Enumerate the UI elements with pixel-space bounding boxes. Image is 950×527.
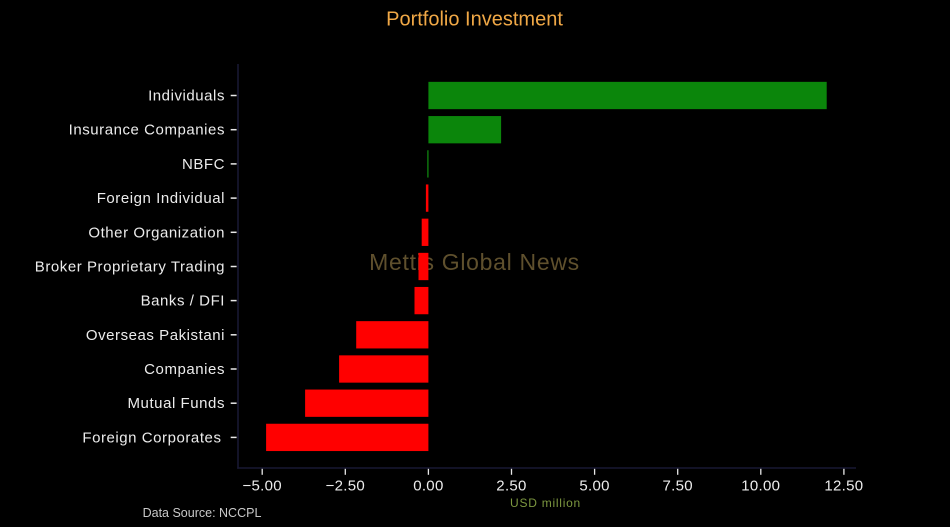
svg-text:10.00: 10.00	[741, 478, 780, 495]
svg-text:Other Organization: Other Organization	[88, 224, 225, 241]
svg-text:Overseas Pakistani: Overseas Pakistani	[86, 327, 225, 344]
svg-text:7.50: 7.50	[662, 478, 692, 495]
svg-text:Foreign Corporates: Foreign Corporates	[82, 429, 221, 446]
svg-text:Insurance Companies: Insurance Companies	[69, 122, 225, 139]
svg-text:2.50: 2.50	[496, 478, 526, 495]
svg-text:Banks / DFI: Banks / DFI	[141, 293, 225, 310]
svg-text:0.00: 0.00	[413, 478, 443, 495]
svg-text:Data Source: NCCPL: Data Source: NCCPL	[143, 506, 262, 520]
svg-text:Mettis Global News: Mettis Global News	[369, 249, 580, 275]
svg-text:Portfolio Investment: Portfolio Investment	[386, 9, 563, 31]
svg-text:Broker Proprietary Trading: Broker Proprietary Trading	[35, 259, 225, 276]
svg-text:Companies: Companies	[144, 361, 225, 378]
svg-text:NBFC: NBFC	[182, 156, 225, 173]
svg-text:Mutual Funds: Mutual Funds	[128, 395, 225, 412]
svg-text:−5.00: −5.00	[242, 478, 281, 495]
svg-text:Individuals: Individuals	[148, 88, 225, 105]
svg-text:USD million: USD million	[510, 496, 581, 510]
svg-text:Foreign Individual: Foreign Individual	[97, 190, 225, 207]
svg-text:−2.50: −2.50	[326, 478, 365, 495]
svg-text:5.00: 5.00	[579, 478, 609, 495]
svg-text:12.50: 12.50	[824, 478, 863, 495]
